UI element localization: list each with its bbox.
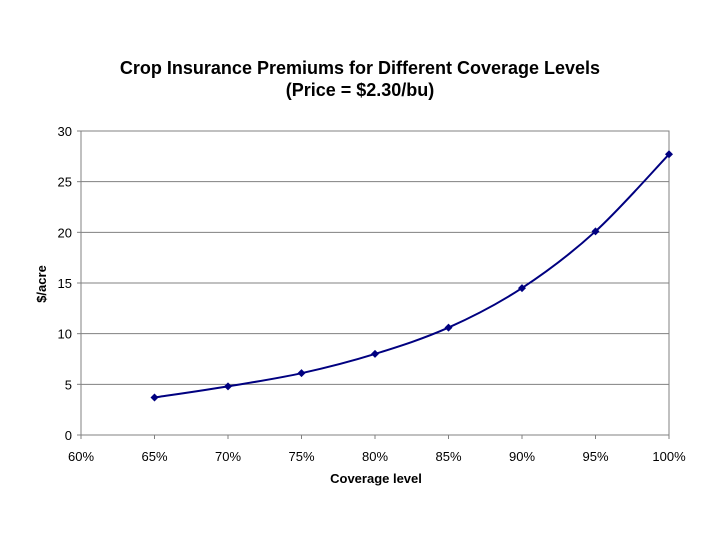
y-tick-label: 10 <box>58 327 72 342</box>
x-tick-label: 85% <box>435 449 461 464</box>
y-axis-title: $/acre <box>34 265 49 303</box>
x-tick-label: 75% <box>288 449 314 464</box>
chart-title: Crop Insurance Premiums for Different Co… <box>120 58 600 78</box>
data-point <box>518 284 526 293</box>
data-point <box>371 349 379 358</box>
x-tick-label: 90% <box>509 449 535 464</box>
x-tick-label: 80% <box>362 449 388 464</box>
chart-subtitle: (Price = $2.30/bu) <box>286 80 435 100</box>
data-point <box>444 323 453 332</box>
y-tick-label: 5 <box>65 377 72 392</box>
y-tick-label: 0 <box>65 428 72 443</box>
y-tick-label: 20 <box>58 225 72 240</box>
y-tick-label: 25 <box>58 175 72 190</box>
data-point <box>297 369 306 378</box>
data-point <box>224 382 232 391</box>
data-point <box>591 227 600 236</box>
x-tick-label: 100% <box>652 449 686 464</box>
series-layer <box>150 150 673 402</box>
x-tick-label: 70% <box>215 449 241 464</box>
grid-lines <box>81 130 669 436</box>
data-point <box>665 150 673 159</box>
y-axis: 0 5 10 15 20 25 30 <box>58 124 81 443</box>
series-line <box>154 153 670 399</box>
x-axis: 60% 65% 70% 75% 80% 85% 90% 95% 100% <box>68 435 686 464</box>
x-tick-label: 95% <box>582 449 608 464</box>
x-axis-title: Coverage level <box>330 471 422 486</box>
y-tick-label: 30 <box>58 124 72 139</box>
data-point <box>150 393 159 402</box>
y-tick-label: 15 <box>58 276 72 291</box>
x-tick-label: 65% <box>141 449 167 464</box>
x-tick-label: 60% <box>68 449 94 464</box>
